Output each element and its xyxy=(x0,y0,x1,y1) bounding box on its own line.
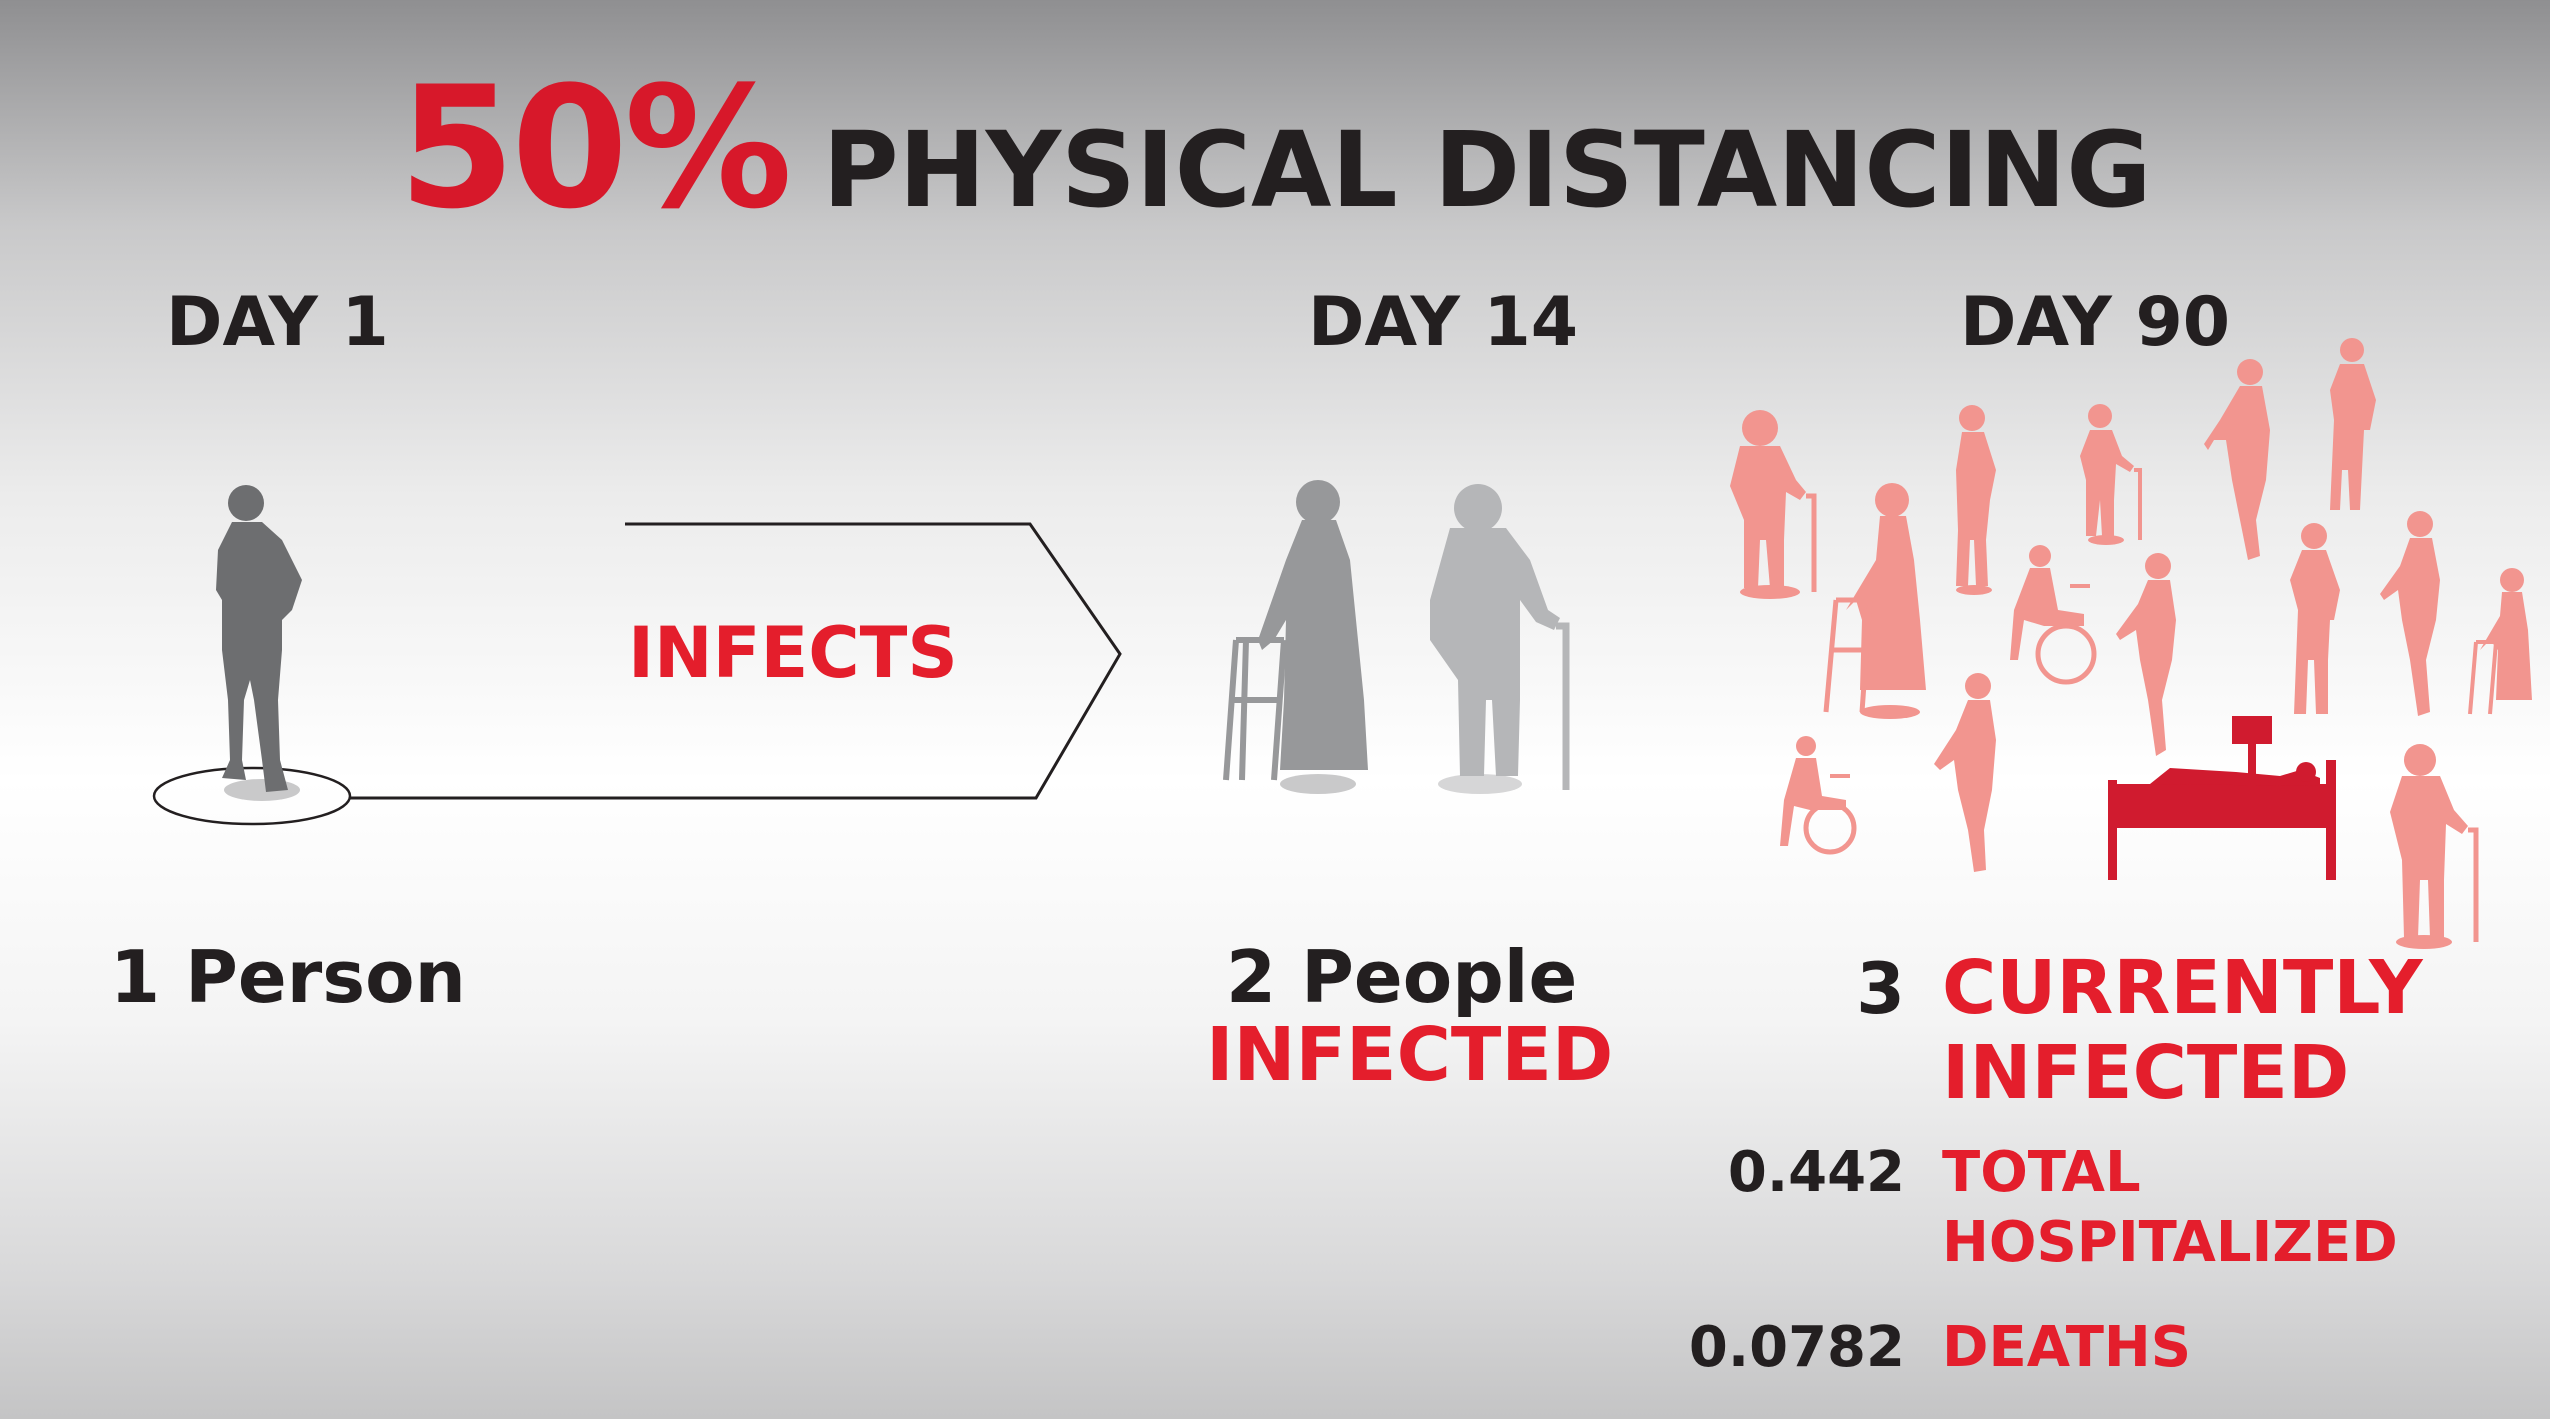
infects-arrow xyxy=(350,522,1122,800)
man-with-cane-icon xyxy=(1430,484,1570,794)
day-14-count: 2 People xyxy=(1226,935,1578,1019)
woman-with-walker-icon xyxy=(1223,480,1368,794)
hospitalized-label-1: TOTAL xyxy=(1942,1140,2141,1205)
deaths-value: 0.0782 xyxy=(1688,1315,1905,1380)
crowd-icon xyxy=(1730,338,2532,949)
deaths-label: DEATHS xyxy=(1942,1315,2192,1380)
day-1-heading: DAY 1 xyxy=(166,283,389,362)
day-1-count: 1 Person xyxy=(110,935,466,1019)
page-title: 50% PHYSICAL DISTANCING xyxy=(0,50,2550,246)
arrow-label: INFECTS xyxy=(628,612,958,694)
hospitalized-label-2: HOSPITALIZED xyxy=(1942,1210,2398,1275)
current-infected-label-1: CURRENTLY xyxy=(1942,945,2423,1031)
standing-man-icon xyxy=(152,485,352,826)
current-infected-value: 3 xyxy=(1856,948,1905,1030)
day-14-status: INFECTED xyxy=(1206,1012,1614,1098)
title-percent: 50% xyxy=(398,50,792,246)
day-90-heading: DAY 90 xyxy=(1960,283,2231,362)
day-14-heading: DAY 14 xyxy=(1308,283,1579,362)
hospital-bed-icon xyxy=(2108,716,2336,880)
title-text: PHYSICAL DISTANCING xyxy=(822,109,2152,231)
hospitalized-value: 0.442 xyxy=(1727,1140,1905,1205)
current-infected-label-2: INFECTED xyxy=(1942,1030,2350,1116)
